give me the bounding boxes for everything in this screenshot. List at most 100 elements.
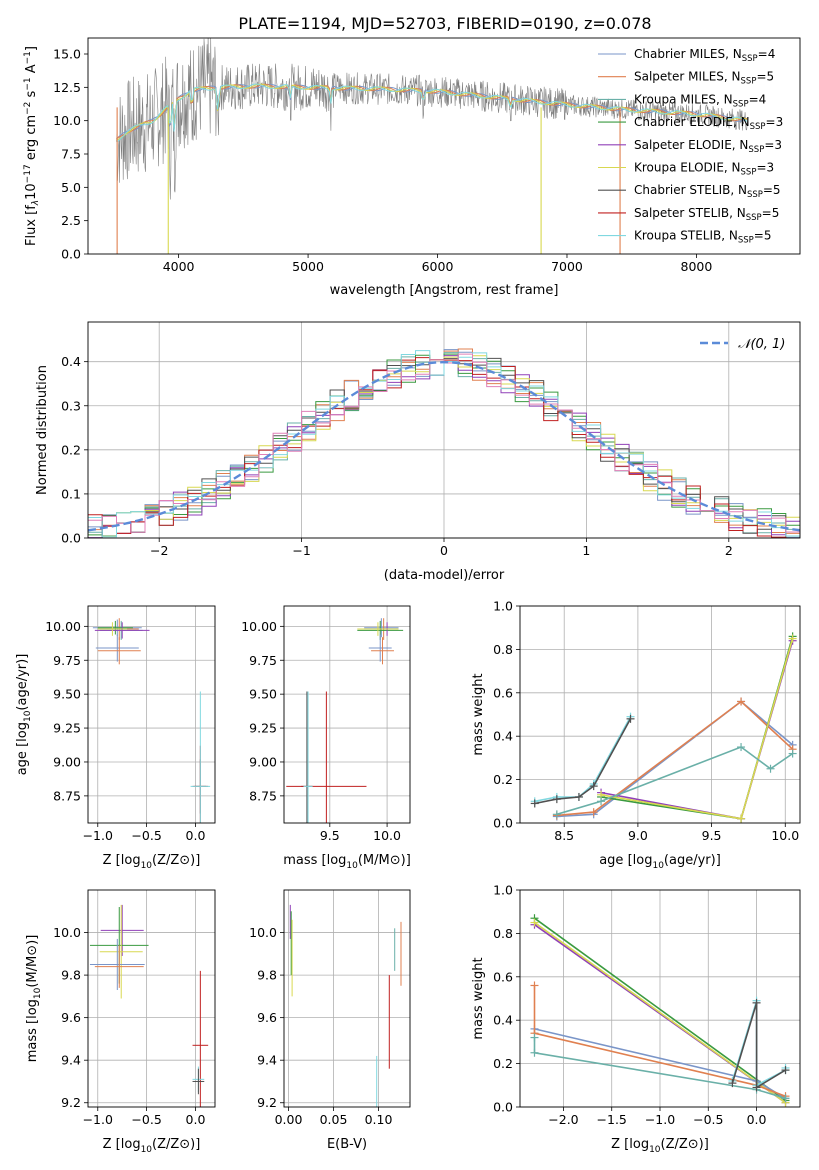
legend-entry: 𝒩(0, 1) xyxy=(738,337,785,352)
legend-sub: SSP xyxy=(742,54,758,64)
axes-mass-weight-vs-Z: −2.0 −1.5 −1.0 −0.5 0.0 0.0 0.2 0.4 0.6 0.8 1.0 mas… xyxy=(471,883,800,1155)
axis-label-sub: 10 xyxy=(141,861,153,871)
figure-title: PLATE=1194, MJD=52703, FIBERID=0190, z=0… xyxy=(238,14,651,33)
legend-eq: =5 xyxy=(754,229,772,243)
y-axis-label-text: s xyxy=(24,90,39,101)
y-tick-label: 8.75 xyxy=(249,788,277,803)
x-tick-label: 0 xyxy=(440,543,448,558)
axis-label: mass [log10(M/M⊙)] xyxy=(25,935,43,1063)
y-tick-label: 0.4 xyxy=(61,354,81,369)
y-tick-label: 9.2 xyxy=(257,1095,277,1110)
axis-label-text: (M/M⊙)] xyxy=(25,935,40,988)
errorbar-group xyxy=(92,618,211,823)
y-axis-label: Flux [fλ10−17 erg cm−2 s−1 A−1] xyxy=(23,46,41,246)
histogram-series xyxy=(88,353,800,533)
x-tick-label: 7000 xyxy=(551,259,583,274)
errorbar-group xyxy=(289,904,402,1107)
axis-label: Z [log10(Z/Z⊙)] xyxy=(103,853,201,871)
legend-entry: Kroupa ELODIE, NSSP=3 xyxy=(634,161,774,178)
y-axis-label-text: Flux [f xyxy=(24,205,39,246)
axes-mass-vs-Z: −1.0 −0.5 0.09.29.49.69.810.0Z [log10(Z/Z⊙… xyxy=(25,890,215,1155)
y-tick-label: 0.3 xyxy=(61,398,81,413)
y-tick-label: 9.75 xyxy=(249,653,277,668)
axis-label-text: Z [log xyxy=(103,853,141,868)
y-tick-label: 7.5 xyxy=(61,147,81,162)
legend-entry: Kroupa STELIB, NSSP=5 xyxy=(634,229,772,246)
spectrum-model-line xyxy=(116,83,748,140)
y-tick-label: 10.00 xyxy=(241,619,277,634)
y-axis-label-sup: −1 xyxy=(23,51,33,64)
axes-frame xyxy=(519,889,801,1108)
y-tick-label: 8.75 xyxy=(53,788,81,803)
y-tick-label: 10.0 xyxy=(249,925,277,940)
axis-label-text: (Z/Z⊙)] xyxy=(152,1137,200,1152)
y-tick-label: 0.2 xyxy=(61,442,81,457)
legend-sub: SSP xyxy=(741,168,757,178)
axis-label-text: Z [log xyxy=(103,1137,141,1152)
y-axis-label-sup: −17 xyxy=(23,164,33,183)
y-tick-label: 9.4 xyxy=(257,1053,277,1068)
x-tick-label: 4000 xyxy=(163,259,195,274)
y-axis-label: mass weight xyxy=(471,957,486,1039)
y-axis-label-text: erg cm xyxy=(24,115,39,164)
x-tick-label: −1.0 xyxy=(83,828,113,843)
x-tick-label: 9.5 xyxy=(702,828,722,843)
legend-label: Chabrier MILES, N xyxy=(634,47,742,61)
axes-spectrum: 4000 5000 6000 7000 8000 0.0 2.5 5.0 7.5 10.0 12.5… xyxy=(23,46,712,298)
y-tick-label: 0.8 xyxy=(493,642,513,657)
weight-series-line xyxy=(533,985,786,1097)
y-tick-label: 9.00 xyxy=(249,754,277,769)
weight-series-line xyxy=(556,746,794,816)
x-tick-label: 9.0 xyxy=(628,828,648,843)
y-axis-label-text: 10 xyxy=(24,183,39,200)
x-tick-label: 10.0 xyxy=(771,828,799,843)
axis-label-text: age [log xyxy=(599,853,652,868)
weight-series-line xyxy=(534,718,632,805)
axes-age-vs-mass: 9.5 10.0 8.75 9.00 9.25 9.50 9.75 10.00 mass [lo… xyxy=(241,606,411,871)
y-tick-label: 0.2 xyxy=(493,772,513,787)
axes-frame xyxy=(283,605,411,824)
legend-label: Salpeter STELIB, N xyxy=(634,206,746,220)
x-tick-label: −2 xyxy=(150,543,168,558)
axis-label-text: mass [log xyxy=(283,853,346,868)
legend-entry: Salpeter STELIB, NSSP=5 xyxy=(634,206,779,223)
legend-entry: Chabrier ELODIE, NSSP=3 xyxy=(634,115,783,132)
y-axis-label-sub: λ xyxy=(31,200,41,206)
axis-label: age [log10(age/yr)] xyxy=(15,654,33,776)
weight-series-line xyxy=(534,921,786,1104)
y-tick-label: 10.0 xyxy=(53,925,81,940)
axis-label-sub: 10 xyxy=(652,861,664,871)
x-axis-label: E(B-V) xyxy=(327,1137,367,1152)
axis-label-sub: 10 xyxy=(141,1145,153,1155)
x-tick-label: −0.5 xyxy=(131,1112,161,1127)
legend-sub: SSP xyxy=(750,122,766,132)
y-tick-label: 9.75 xyxy=(53,653,81,668)
axes-frame xyxy=(87,321,801,539)
legend-label: Kroupa ELODIE, N xyxy=(634,161,741,175)
legend-label: Kroupa STELIB, N xyxy=(634,229,738,243)
errorbar-group xyxy=(286,618,404,823)
legend-sub: SSP xyxy=(747,190,763,200)
x-tick-label: 0.0 xyxy=(186,1112,206,1127)
weight-series-line xyxy=(534,716,632,803)
axis-label: Z [log10(Z/Z⊙)] xyxy=(103,1137,201,1155)
y-tick-label: 9.50 xyxy=(53,687,81,702)
legend-eq: =3 xyxy=(764,138,782,152)
x-tick-label: −1 xyxy=(292,543,310,558)
x-tick-label: −0.5 xyxy=(131,828,161,843)
legend-eq: =5 xyxy=(756,70,774,84)
y-tick-label: 9.8 xyxy=(61,968,81,983)
spectrum-lines xyxy=(116,38,749,254)
x-tick-label: 8000 xyxy=(681,259,713,274)
y-tick-label: 0.0 xyxy=(61,247,81,262)
y-tick-label: 0.6 xyxy=(493,969,513,984)
axis-label-text: (age/yr)] xyxy=(664,853,721,868)
axes-frame xyxy=(283,889,411,1108)
x-axis-label: (data-model)/error xyxy=(384,568,505,583)
x-tick-label: 1 xyxy=(582,543,590,558)
y-tick-label: 9.25 xyxy=(249,721,277,736)
x-axis-label: wavelength [Angstrom, rest frame] xyxy=(330,283,559,298)
weight-series-line xyxy=(600,638,794,820)
axes-frame xyxy=(87,605,216,824)
legend-sub: SSP xyxy=(733,99,749,109)
